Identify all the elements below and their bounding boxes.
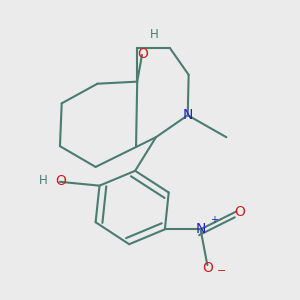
Text: O: O	[235, 205, 245, 218]
Text: +: +	[210, 215, 218, 225]
Text: N: N	[195, 222, 206, 236]
Text: O: O	[202, 261, 213, 275]
Text: H: H	[150, 28, 159, 40]
Text: H: H	[39, 174, 48, 188]
Text: N: N	[183, 108, 193, 122]
Text: O: O	[56, 174, 66, 188]
Text: O: O	[137, 47, 148, 61]
Text: −: −	[217, 266, 226, 276]
